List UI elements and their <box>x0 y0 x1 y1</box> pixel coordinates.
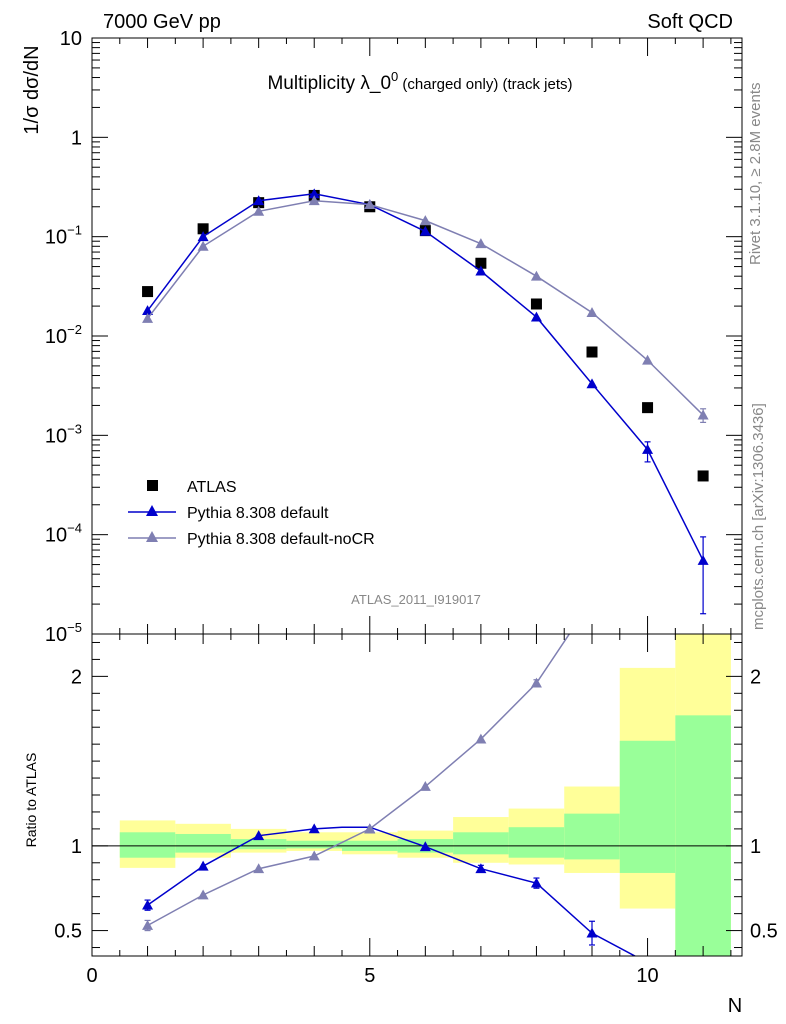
marker-2-0 <box>142 313 154 323</box>
y-tick-label-2: 10−1 <box>45 223 82 249</box>
uncertainty-band-inner-3 <box>286 840 342 849</box>
marker-1-1 <box>197 231 209 242</box>
x-tick-label-1: 5 <box>364 965 375 987</box>
data-point-atlas-1 <box>197 223 209 235</box>
data-point-atlas-0 <box>142 286 154 298</box>
ratio-marker-1-8 <box>587 595 598 605</box>
ratio-marker-0-2 <box>253 830 265 841</box>
analysis-id-label: ATLAS_2011_I919017 <box>351 592 481 607</box>
ratio-y-tick-label-right-0: 0.5 <box>750 921 778 943</box>
ratio-y-tick-label-left-1: 1 <box>71 836 82 858</box>
ratio-marker-1-0 <box>142 919 154 930</box>
marker-1-8 <box>586 378 598 389</box>
data-point-atlas-9 <box>642 402 654 414</box>
marker-2-7 <box>530 270 542 281</box>
legend-label-default: Pythia 8.308 default <box>187 505 329 522</box>
ratio-panel: 0.5 0.5 1 1 2 2 0 5 10 Ratio to ATLAS N <box>23 595 778 1017</box>
legend-marker-default <box>146 505 158 516</box>
marker-1-3 <box>308 188 320 199</box>
uncertainty-band-inner-9 <box>619 740 676 873</box>
x-tick-label-0: 0 <box>86 965 97 987</box>
marker-1-2 <box>253 195 265 206</box>
data-point-atlas-6 <box>475 257 487 269</box>
marker-1-9 <box>642 444 654 454</box>
ratio-marker-1-7 <box>530 677 542 688</box>
ratio-marker-0-0 <box>142 899 154 910</box>
y-tick-label-3: 10−2 <box>45 322 82 348</box>
ratio-marker-0-5 <box>419 841 431 852</box>
marker-2-8 <box>586 307 598 318</box>
ratio-y-tick-label-right-2: 2 <box>750 666 761 688</box>
ratio-y-tick-label-left-2: 2 <box>71 666 82 688</box>
marker-2-4 <box>364 199 376 210</box>
marker-2-3 <box>308 195 320 206</box>
y-tick-label-5: 10−4 <box>45 521 82 547</box>
uncertainty-band-inner-1 <box>175 833 231 853</box>
ratio-marker-0-3 <box>308 823 320 834</box>
ratio-marker-1-6 <box>475 733 487 744</box>
uncertainty-band-inner-0 <box>119 832 176 858</box>
y-tick-label-0: 10 <box>60 28 82 50</box>
ratio-marker-0-6 <box>475 863 487 874</box>
marker-1-7 <box>530 311 542 322</box>
ratio-marker-0-7 <box>530 877 542 888</box>
data-point-atlas-8 <box>586 346 598 358</box>
y-axis-label: 1/σ dσ/dN <box>21 45 43 134</box>
ratio-marker-1-3 <box>308 850 320 861</box>
x-axis-label: N <box>728 995 742 1017</box>
ratio-marker-1-4 <box>364 823 376 834</box>
marker-1-6 <box>475 265 487 276</box>
rivet-version-label: Rivet 3.1.10, ≥ 2.8M events <box>747 83 764 266</box>
uncertainty-band-inner-2 <box>230 839 287 850</box>
ratio-y-axis-label: Ratio to ATLAS <box>23 753 39 848</box>
main-panel: 10 1 10−1 10−2 10−3 10−4 10−5 Multiplicity λ_0… <box>21 28 743 646</box>
legend-marker-atlas <box>147 480 158 491</box>
ratio-y-tick-label-left-0: 0.5 <box>54 921 82 943</box>
data-point-atlas-10 <box>697 470 709 482</box>
legend: ATLAS Pythia 8.308 default Pythia 8.308 … <box>128 479 375 548</box>
y-tick-label-1: 1 <box>71 127 82 149</box>
mcplots-label: mcplots.cern.ch [arXiv:1306.3436] <box>750 403 767 630</box>
marker-2-2 <box>253 205 265 216</box>
y-tick-label-6: 10−5 <box>45 620 82 646</box>
marker-2-6 <box>475 238 487 249</box>
ratio-y-tick-label-right-1: 1 <box>750 836 761 858</box>
ratio-marker-0-1 <box>197 860 209 871</box>
x-tick-label-2: 10 <box>636 965 658 987</box>
uncertainty-band-inner-10 <box>675 715 731 956</box>
legend-marker-nocr <box>146 531 158 542</box>
y-tick-label-4: 10−3 <box>45 421 82 447</box>
process-label: Soft QCD <box>647 11 733 33</box>
marker-1-10 <box>697 554 709 565</box>
uncertainty-band-inner-8 <box>564 813 620 860</box>
uncertainty-band-inner-7 <box>508 827 565 858</box>
marker-2-1 <box>197 240 209 251</box>
ratio-marker-1-5 <box>419 781 431 791</box>
data-point-atlas-7 <box>530 298 542 310</box>
ratio-marker-1-2 <box>253 863 265 874</box>
legend-label-atlas: ATLAS <box>187 479 237 496</box>
chart-title: Multiplicity λ_00 (charged only) (track … <box>267 69 572 94</box>
legend-label-nocr: Pythia 8.308 default-noCR <box>187 531 375 548</box>
ratio-marker-0-8 <box>586 927 598 938</box>
marker-1-0 <box>142 305 154 316</box>
marker-2-9 <box>642 354 654 365</box>
energy-label: 7000 GeV pp <box>103 11 221 33</box>
marker-2-5 <box>419 215 431 226</box>
ratio-marker-1-1 <box>197 889 209 900</box>
marker-2-10 <box>697 409 709 420</box>
ratio-content <box>92 595 742 956</box>
uncertainty-band-inner-6 <box>453 832 509 855</box>
marker-1-5 <box>419 225 431 236</box>
